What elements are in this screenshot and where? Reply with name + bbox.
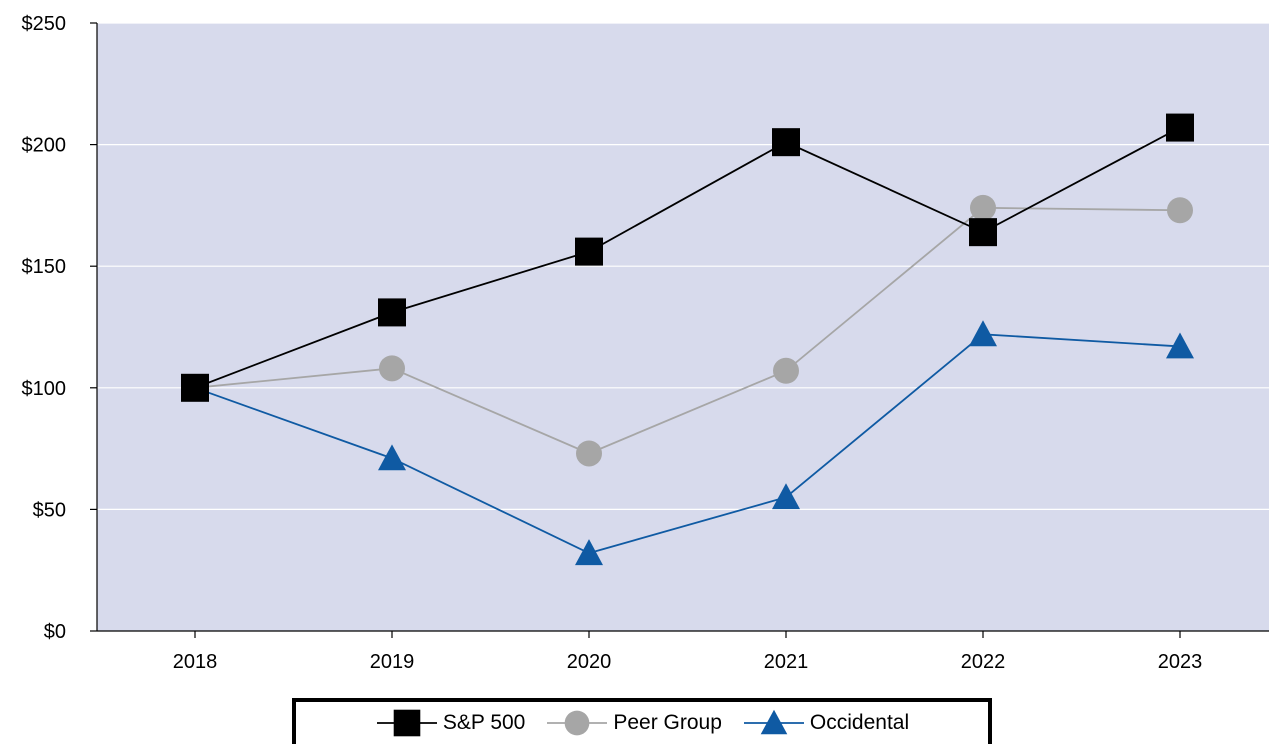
legend-label: Occidental <box>809 711 910 734</box>
data-point-triangle <box>760 709 788 735</box>
y-tick-label: $150 <box>22 256 67 278</box>
legend: S&P 500 Peer Group Occidental <box>292 698 992 744</box>
y-tick-label: $200 <box>22 135 67 157</box>
y-tick-label: $250 <box>22 13 67 35</box>
x-tick-label: 2018 <box>173 651 218 673</box>
data-point-triangle <box>772 483 800 510</box>
data-point-circle <box>773 357 799 384</box>
data-point-circle <box>576 440 602 467</box>
legend-label: S&P 500 <box>442 711 526 734</box>
data-point-triangle <box>969 320 997 347</box>
data-point-square <box>575 237 603 266</box>
legend-swatch-circle <box>547 710 608 736</box>
data-point-circle <box>1167 197 1193 224</box>
data-point-circle <box>565 710 590 736</box>
data-point-square <box>772 128 800 157</box>
legend-item: Occidental <box>742 706 909 740</box>
data-point-triangle <box>1166 332 1194 359</box>
legend-swatch-square <box>376 709 437 737</box>
x-tick-labels: 2018 2019 2020 2021 2022 2023 <box>173 631 1203 673</box>
x-tick-label: 2019 <box>370 651 415 673</box>
data-point-square <box>969 218 997 247</box>
x-tick-label: 2022 <box>961 651 1006 673</box>
axes <box>96 23 1269 632</box>
y-tick-label: $50 <box>33 499 66 521</box>
y-tick-label: $100 <box>22 378 67 400</box>
data-point-square <box>181 373 209 402</box>
line-chart: $0$50$100$150$200$250 2018 2019 2020 2021 20… <box>22 13 1269 673</box>
x-tick-label: 2023 <box>1158 651 1203 673</box>
legend-label: Peer Group <box>613 711 722 734</box>
series-line <box>194 206 1181 455</box>
x-tick-label: 2021 <box>764 651 809 673</box>
legend-item: S&P 500 <box>375 706 526 740</box>
legend-item: Peer Group <box>545 706 722 740</box>
data-point-triangle <box>378 444 406 471</box>
data-series <box>181 113 1194 566</box>
y-tick-label: $0 <box>44 621 66 643</box>
x-tick-label: 2020 <box>567 651 612 673</box>
data-point-circle <box>970 194 996 221</box>
data-point-square <box>378 298 406 327</box>
data-point-circle <box>379 355 405 382</box>
series-line <box>194 126 1181 389</box>
y-tick-labels: $0 $50 $100 $150 $200 $250 <box>22 13 97 643</box>
data-point-square <box>1166 113 1194 142</box>
legend-swatch-triangle <box>743 709 804 735</box>
data-point-square <box>393 709 421 737</box>
series-line <box>194 333 1181 555</box>
grid-lines <box>97 22 1269 510</box>
plot-area <box>97 23 1269 631</box>
data-point-triangle <box>575 539 603 566</box>
